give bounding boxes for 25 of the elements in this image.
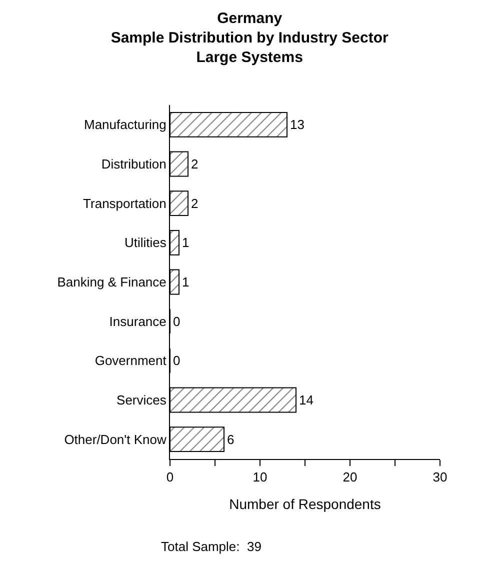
y-tick-label: Services [116,392,167,408]
y-tick-label: Banking & Finance [57,274,166,290]
data-label: 2 [191,196,198,211]
x-tick-label: 10 [252,470,268,485]
data-label: 2 [191,156,198,172]
y-tick-label: Transportation [83,196,166,211]
x-tick-label: 20 [342,470,358,485]
data-label: 13 [290,117,304,132]
x-tick-label: 0 [166,470,174,485]
data-label: 1 [182,274,190,290]
y-tick-label: Manufacturing [84,117,166,132]
y-tick-label: Utilities [124,235,167,250]
data-label: 6 [227,432,234,447]
y-tick-label: Other/Don't Know [64,432,168,447]
data-label: 0 [173,353,180,368]
y-tick-label: Government [94,353,167,368]
chart-title: Germany Sample Distribution by Industry Sector Large Systems [110,10,389,66]
data-label: 0 [173,314,180,329]
y-tick-label: Insurance [109,314,166,329]
text: Total Sample: 39 [161,539,262,554]
data-label: 1 [182,235,190,250]
x-axis-title: Number of Respondents [229,496,381,512]
y-tick-label: Distribution [101,156,166,172]
data-label: 14 [299,392,314,408]
x-tick-label: 30 [432,470,448,485]
